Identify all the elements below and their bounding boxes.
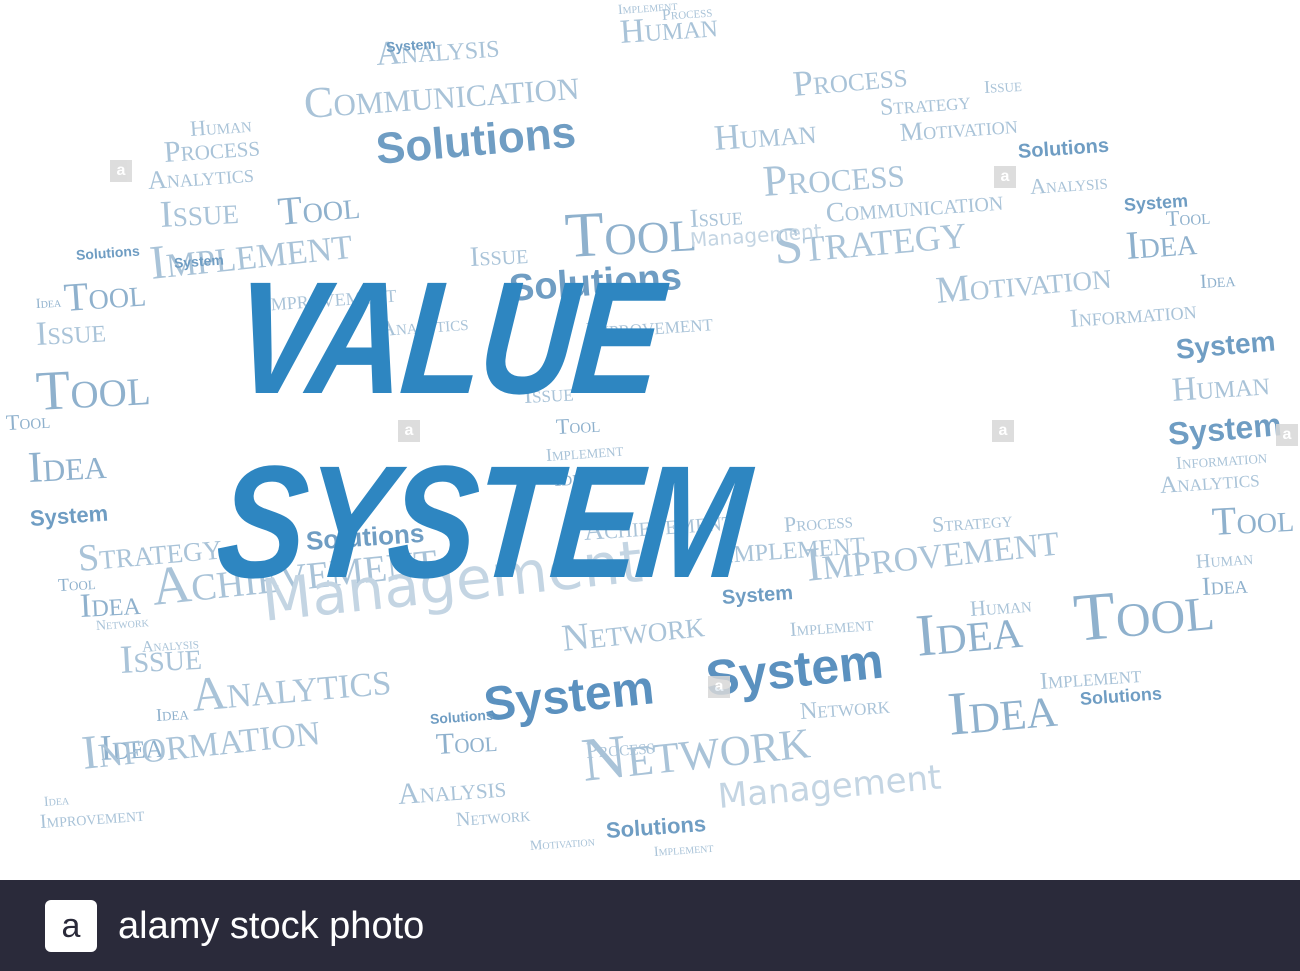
cloud-word: Human [1170, 365, 1271, 409]
cloud-word: Process [585, 733, 656, 763]
cloud-word: Tool [57, 573, 97, 595]
cloud-word: Solutions [605, 811, 707, 843]
watermark-icon: a [994, 166, 1016, 188]
cloud-word: Tool [1210, 494, 1296, 544]
cloud-word: Solutions [1017, 134, 1110, 163]
brand-text: alamy stock photo [118, 905, 425, 947]
cloud-word: Analysis [396, 770, 508, 811]
cloud-word: System [1166, 406, 1283, 452]
cloud-word: Analytics [146, 158, 255, 195]
watermark-icon: a [708, 676, 730, 698]
cloud-word: Analysis [1029, 168, 1109, 199]
cloud-word: Network [455, 803, 531, 831]
cloud-word: Tool [1070, 567, 1217, 656]
alamy-logo-icon: a [45, 900, 97, 952]
cloud-word: System [1174, 325, 1277, 365]
cloud-word: Human [712, 110, 818, 158]
cloud-word: Tool [435, 724, 499, 761]
cloud-word: Implement [653, 840, 715, 860]
cloud-word: Tool [275, 181, 362, 234]
cloud-word: Information [79, 702, 323, 780]
cloud-word: Strategy [879, 88, 972, 121]
cloud-word: Idea [26, 438, 108, 492]
cloud-word: Tool [5, 407, 51, 435]
watermark-icon: a [992, 420, 1014, 442]
cloud-word: Solutions [429, 706, 495, 727]
cloud-word: Idea [35, 295, 62, 312]
watermark-icon: a [110, 160, 132, 182]
cloud-word: System [385, 35, 437, 55]
cloud-word: Human [1195, 547, 1254, 573]
cloud-word: Tool [34, 355, 152, 423]
cloud-word: Idea [1199, 269, 1236, 293]
footer-bar: a alamy stock photo [0, 880, 1300, 971]
cloud-word: Network [95, 615, 150, 634]
alamy-logo-letter: a [62, 907, 81, 945]
cloud-word: Tool [1165, 203, 1211, 231]
headline: VALUE SYSTEM [210, 248, 753, 611]
cloud-word: System [481, 661, 657, 732]
cloud-word: Solutions [75, 242, 141, 263]
cloud-word: Analytics [1159, 466, 1261, 499]
cloud-word: Tool [62, 269, 148, 320]
cloud-word: Idea [155, 703, 190, 725]
cloud-word: System [703, 632, 886, 707]
cloud-word: Issue [983, 75, 1023, 97]
cloud-word: System [29, 500, 109, 531]
cloud-word: Idea [43, 793, 70, 810]
cloud-word: System [173, 251, 225, 271]
cloud-word: Issue [35, 312, 107, 353]
cloud-word: Human [189, 111, 253, 141]
cloud-word: Motivation [529, 834, 596, 854]
cloud-word: Information [1068, 295, 1198, 333]
cloud-word: Idea [1201, 569, 1249, 601]
cloud-word: Issue [158, 189, 240, 236]
watermark-icon: a [398, 420, 420, 442]
watermark-icon: a [1276, 424, 1298, 446]
cloud-word: Network [799, 692, 891, 725]
